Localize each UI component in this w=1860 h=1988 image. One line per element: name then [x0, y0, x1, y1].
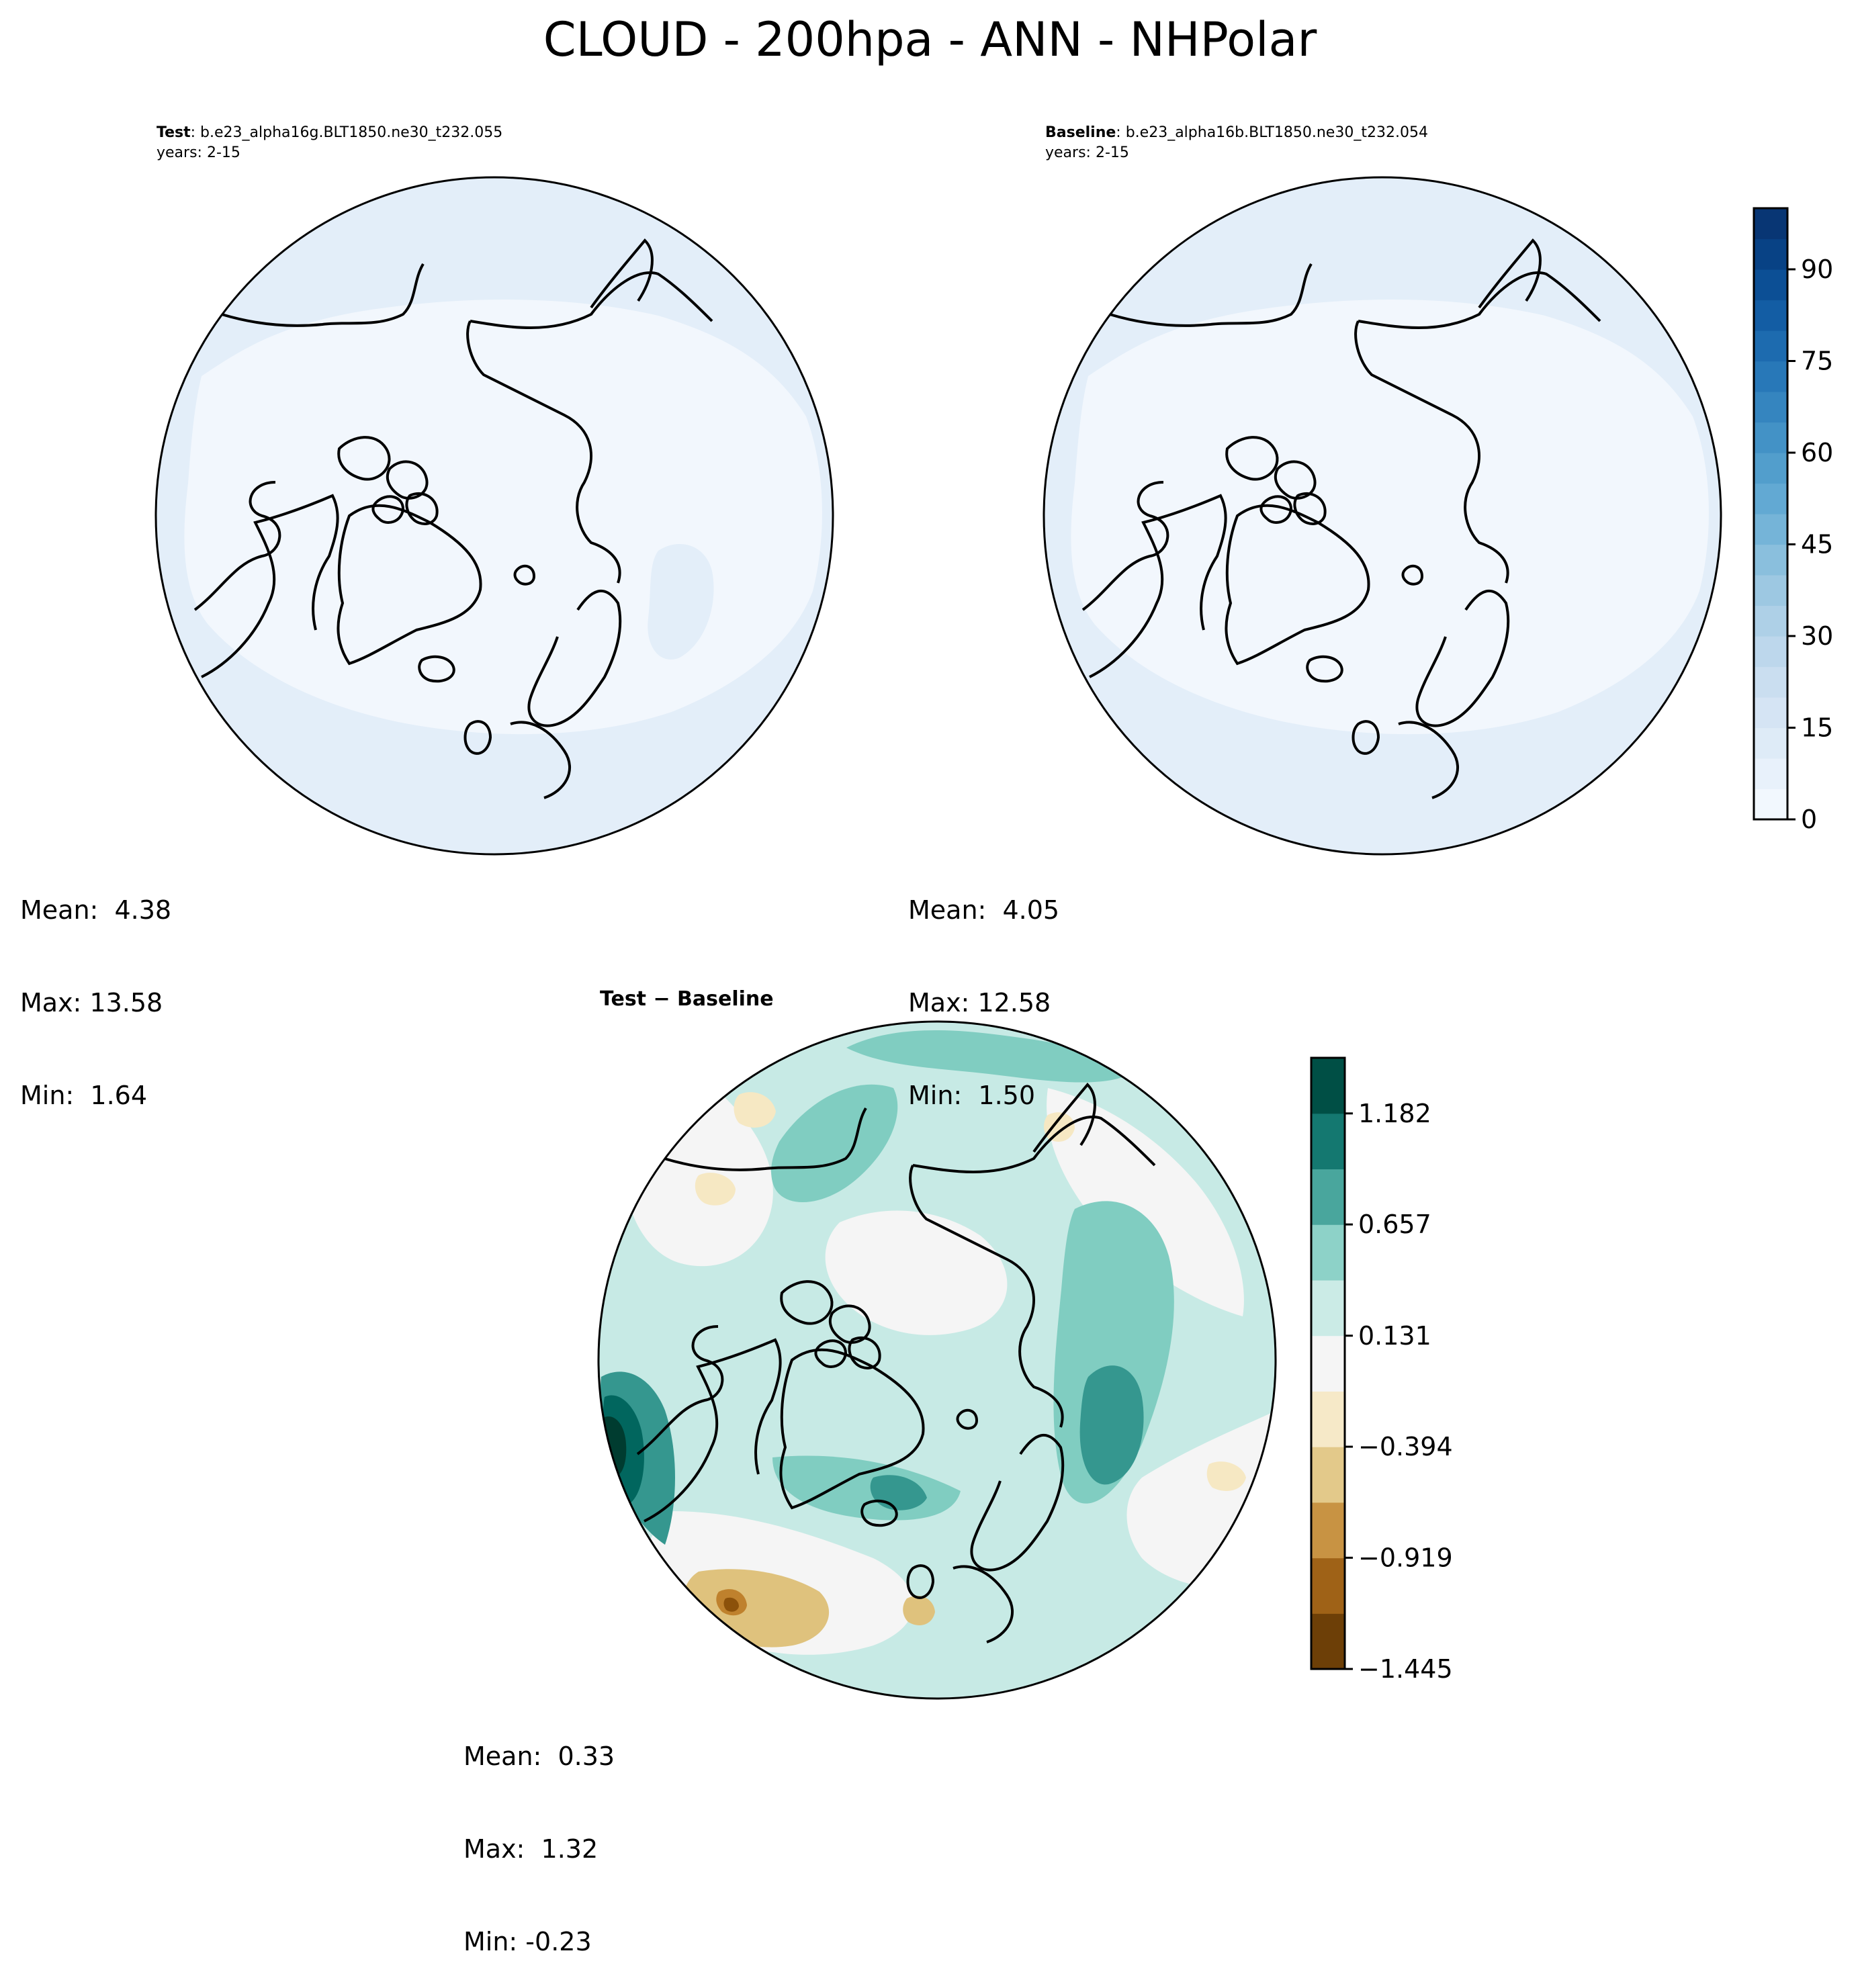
diff-map	[597, 1020, 1277, 1700]
main-colorbar-segment	[1754, 392, 1787, 423]
main-colorbar-segment	[1754, 544, 1787, 576]
main-colorbar-frame	[1753, 207, 1789, 821]
baseline-label: Baseline	[1045, 124, 1116, 141]
baseline-max: Max: 12.58	[908, 988, 1051, 1018]
main-colorbar-segment	[1754, 330, 1787, 362]
main-colorbar-segment	[1754, 605, 1787, 637]
diff-colorbar-segment	[1311, 1613, 1345, 1670]
diff-colorbar-segment	[1311, 1058, 1345, 1114]
diff-colorbar-segment	[1311, 1502, 1345, 1559]
diff-colorbar-segment	[1311, 1447, 1345, 1503]
main-colorbar-tick-label: 75	[1801, 347, 1833, 376]
diff-colorbar-segments	[1311, 1058, 1345, 1670]
main-colorbar-segment	[1754, 208, 1787, 240]
test-stats: Mean: 4.38 Max: 13.58 Min: 1.64	[20, 833, 171, 1142]
test-max: Max: 13.58	[20, 988, 163, 1018]
test-map	[154, 176, 834, 856]
main-colorbar-segment	[1754, 636, 1787, 668]
diff-colorbar-segment	[1311, 1224, 1345, 1281]
diff-mean: Mean: 0.33	[463, 1742, 615, 1771]
main-colorbar-tick-label: 45	[1801, 530, 1833, 559]
main-colorbar-segment	[1754, 788, 1787, 820]
test-years: years: 2-15	[157, 144, 240, 161]
diff-colorbar-frame	[1310, 1056, 1346, 1670]
main-colorbar-segment	[1754, 727, 1787, 759]
diff-stats: Mean: 0.33 Max: 1.32 Min: -0.23	[463, 1679, 615, 1988]
baseline-stats: Mean: 4.05 Max: 12.58 Min: 1.50	[908, 833, 1059, 1142]
diff-colorbar-segment	[1311, 1279, 1345, 1337]
main-colorbar-segment	[1754, 697, 1787, 729]
main-colorbar-tick-label: 15	[1801, 713, 1833, 743]
main-colorbar-ticks: 0 15 30 45 60 75 90	[1787, 255, 1833, 834]
diff-colorbar-segment	[1311, 1113, 1345, 1170]
main-colorbar-segment	[1754, 453, 1787, 484]
main-colorbar-segment	[1754, 483, 1787, 514]
main-colorbar-segment	[1754, 666, 1787, 698]
diff-colorbar-ticks: 1.182 0.657 0.131 −0.394 −0.919 −1.445	[1345, 1099, 1453, 1684]
diff-panel-title: Test − Baseline	[600, 987, 774, 1011]
main-colorbar-tick-label: 90	[1801, 255, 1833, 284]
baseline-panel-header: Baseline: b.e23_alpha16b.BLT1850.ne30_t2…	[1045, 123, 1428, 163]
diff-map-boundary	[597, 1020, 1277, 1700]
baseline-case-name: : b.e23_alpha16b.BLT1850.ne30_t232.054	[1116, 124, 1428, 141]
test-case-name: : b.e23_alpha16g.BLT1850.ne30_t232.055	[190, 124, 503, 141]
main-colorbar-segment	[1754, 575, 1787, 606]
baseline-years: years: 2-15	[1045, 144, 1129, 161]
diff-max: Max: 1.32	[463, 1834, 599, 1864]
main-colorbar-segment	[1754, 361, 1787, 392]
main-colorbar-segment	[1754, 300, 1787, 331]
baseline-min: Min: 1.50	[908, 1081, 1035, 1110]
map-figure: 0 15 30 45 60 75 90 1.182 0.657 0.131 −0.394 −0.91…	[154, 176, 1833, 1700]
diff-colorbar-segment	[1311, 1169, 1345, 1225]
test-panel-header: Test: b.e23_alpha16g.BLT1850.ne30_t232.0…	[157, 123, 502, 163]
main-colorbar-segment	[1754, 758, 1787, 790]
main-colorbar-segment	[1754, 514, 1787, 545]
baseline-map	[1043, 176, 1722, 856]
test-min: Min: 1.64	[20, 1081, 147, 1110]
main-colorbar-segment	[1754, 238, 1787, 270]
diff-colorbar-segment	[1311, 1391, 1345, 1447]
diff-colorbar-tick-label: 0.131	[1358, 1321, 1431, 1351]
diff-colorbar-tick-label: 1.182	[1358, 1099, 1431, 1128]
baseline-mean: Mean: 4.05	[908, 895, 1060, 925]
main-colorbar-segments	[1754, 208, 1787, 820]
diff-colorbar-tick-label: −0.919	[1358, 1543, 1453, 1572]
diff-colorbar: 1.182 0.657 0.131 −0.394 −0.919 −1.445	[1310, 1056, 1453, 1684]
main-colorbar-tick-label: 60	[1801, 438, 1833, 467]
diff-colorbar-tick-label: −0.394	[1358, 1432, 1453, 1461]
diff-colorbar-tick-label: 0.657	[1358, 1210, 1431, 1239]
test-label: Test	[157, 124, 191, 141]
diff-colorbar-segment	[1311, 1557, 1345, 1614]
main-colorbar-segment	[1754, 422, 1787, 453]
baseline-map-boundary	[1043, 176, 1722, 856]
main-colorbar-tick-label: 30	[1801, 621, 1833, 651]
figure-title: CLOUD - 200hpa - ANN - NHPolar	[543, 12, 1317, 67]
diff-min: Min: -0.23	[463, 1927, 592, 1956]
test-map-boundary	[154, 176, 834, 856]
main-colorbar: 0 15 30 45 60 75 90	[1753, 207, 1833, 834]
main-colorbar-segment	[1754, 269, 1787, 301]
diff-colorbar-tick-label: −1.445	[1358, 1654, 1453, 1684]
main-colorbar-tick-label: 0	[1801, 805, 1817, 834]
test-mean: Mean: 4.38	[20, 895, 172, 925]
diff-colorbar-segment	[1311, 1335, 1345, 1392]
